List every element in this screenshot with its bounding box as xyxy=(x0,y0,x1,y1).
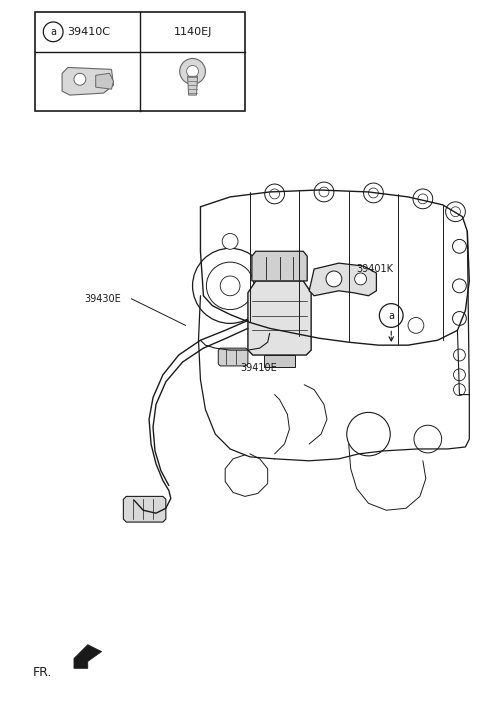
Circle shape xyxy=(74,73,86,85)
Polygon shape xyxy=(74,645,102,668)
Polygon shape xyxy=(96,73,113,89)
Circle shape xyxy=(445,202,466,222)
Circle shape xyxy=(418,194,428,204)
Circle shape xyxy=(355,273,367,285)
Polygon shape xyxy=(252,251,307,281)
Circle shape xyxy=(408,317,424,333)
Circle shape xyxy=(192,248,268,323)
Text: 39410C: 39410C xyxy=(67,27,110,37)
Polygon shape xyxy=(309,263,376,296)
Circle shape xyxy=(363,183,384,202)
Polygon shape xyxy=(62,67,113,95)
Bar xyxy=(36,12,245,111)
Text: a: a xyxy=(50,27,56,37)
Text: 1140EJ: 1140EJ xyxy=(173,27,212,37)
Circle shape xyxy=(454,369,466,381)
Circle shape xyxy=(314,182,334,202)
Circle shape xyxy=(453,279,467,293)
Text: a: a xyxy=(388,310,394,320)
Circle shape xyxy=(43,22,63,42)
Polygon shape xyxy=(123,496,166,522)
Circle shape xyxy=(347,412,390,456)
Circle shape xyxy=(414,425,442,453)
Text: 39401K: 39401K xyxy=(357,264,394,274)
Circle shape xyxy=(222,233,238,249)
Text: 39410E: 39410E xyxy=(240,363,277,373)
Circle shape xyxy=(454,383,466,396)
Circle shape xyxy=(264,184,285,204)
Polygon shape xyxy=(248,281,311,355)
Text: 39430E: 39430E xyxy=(84,294,120,304)
Circle shape xyxy=(451,207,460,217)
Circle shape xyxy=(180,59,205,84)
Circle shape xyxy=(454,349,466,361)
Circle shape xyxy=(369,188,378,198)
Circle shape xyxy=(379,304,403,327)
Circle shape xyxy=(187,65,199,78)
Circle shape xyxy=(319,187,329,197)
Polygon shape xyxy=(188,76,197,95)
Polygon shape xyxy=(264,355,295,367)
Circle shape xyxy=(220,276,240,296)
Circle shape xyxy=(326,271,342,287)
Circle shape xyxy=(206,262,254,309)
Circle shape xyxy=(453,312,467,325)
Circle shape xyxy=(413,189,433,209)
Text: FR.: FR. xyxy=(33,666,52,679)
Circle shape xyxy=(453,239,467,253)
Polygon shape xyxy=(218,348,248,366)
Circle shape xyxy=(270,189,279,199)
